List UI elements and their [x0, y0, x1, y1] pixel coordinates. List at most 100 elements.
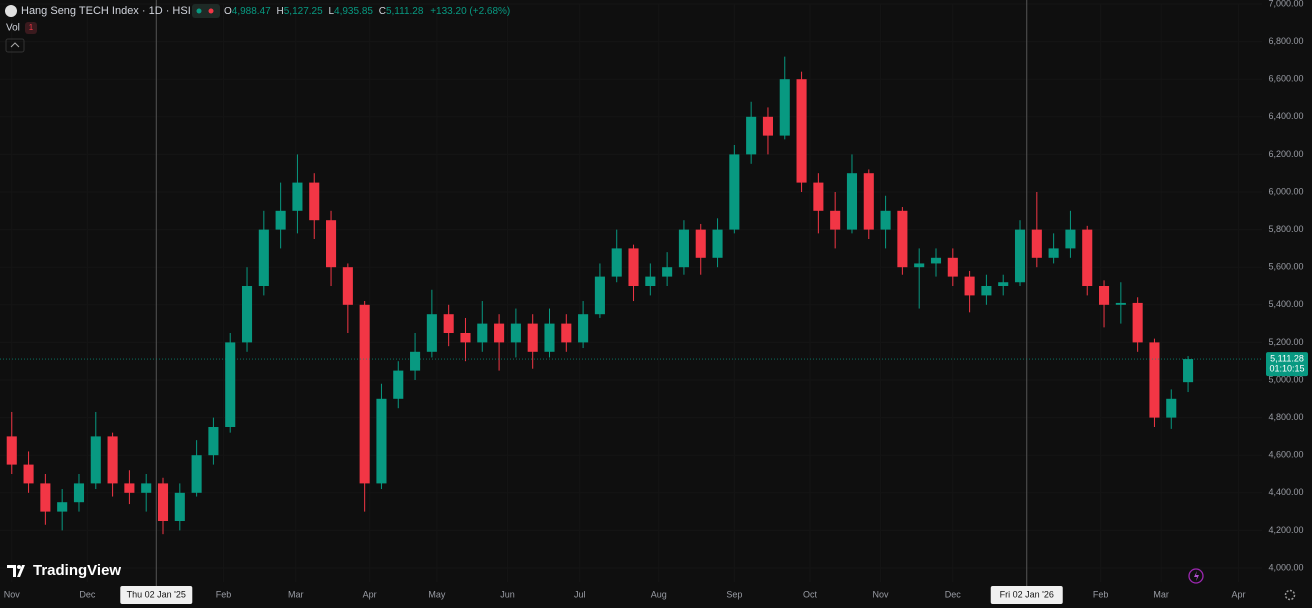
candle-body [241, 286, 253, 343]
candle-body [897, 210, 908, 268]
x-tick-label: Mar [1153, 589, 1169, 599]
high-value: 5,127.25 [284, 6, 323, 17]
y-tick-label: 4,200.00 [1268, 525, 1303, 535]
y-tick-label: 6,400.00 [1268, 111, 1303, 121]
candle-body [141, 483, 152, 493]
candle-body [1048, 248, 1059, 258]
high-label: H [277, 6, 284, 17]
volume-badge-bg [25, 22, 37, 34]
close-label: C [379, 6, 386, 17]
candle-body [208, 427, 219, 456]
candle-body [779, 79, 790, 136]
status-badge [192, 4, 220, 18]
y-tick-label: 5,600.00 [1268, 262, 1303, 272]
y-tick-label: 7,000.00 [1268, 0, 1303, 8]
candle-body [762, 116, 773, 136]
x-tick-label: Apr [363, 589, 377, 599]
price-label-bg [1266, 352, 1308, 377]
crosshair-label-bg [990, 586, 1063, 604]
x-tick-label: Sep [726, 589, 742, 599]
volume-label[interactable]: Vol [6, 23, 20, 34]
candle-body [258, 229, 269, 286]
candle-body [157, 483, 169, 521]
candle-body [6, 436, 17, 465]
lightning-button[interactable] [1188, 568, 1204, 584]
candle-body [40, 483, 51, 512]
candle-body [561, 323, 572, 343]
candle-body [846, 173, 858, 230]
low-label: L [328, 6, 334, 17]
candle-body [746, 116, 757, 155]
crosshair-label: Thu 02 Jan '25 [127, 589, 186, 599]
x-tick-label: May [428, 589, 446, 599]
candle-body [796, 79, 807, 183]
collapse-button[interactable] [5, 38, 25, 53]
candle-body [930, 257, 942, 264]
candle-body [1082, 229, 1093, 286]
candle-body [426, 314, 437, 352]
x-tick-label: Dec [945, 589, 962, 599]
y-tick-label: 4,800.00 [1268, 412, 1303, 422]
candle-body [225, 342, 236, 427]
y-tick-label: 6,600.00 [1268, 74, 1303, 84]
brand-logo [7, 565, 25, 577]
candle-body [460, 333, 471, 343]
candle-body [830, 210, 841, 230]
candle-body [981, 286, 992, 296]
x-tick-label: Aug [651, 589, 667, 599]
candle-body [174, 492, 185, 521]
candle-body [611, 248, 622, 277]
x-tick-label: Jun [500, 589, 515, 599]
ohlc: O4,988.47 H5,127.25 L4,935.85 C5,111.28 … [224, 6, 510, 17]
close-value: 5,111.28 [386, 6, 424, 17]
x-tick-label: Nov [4, 589, 21, 599]
y-tick-label: 5,800.00 [1268, 224, 1303, 234]
candle-body [1132, 302, 1143, 343]
symbol-title[interactable]: Hang Seng TECH Index · 1D · HSI [21, 5, 191, 17]
header: Hang Seng TECH Index · 1D · HSI O4,988.4… [5, 4, 510, 53]
candle-body [964, 276, 975, 296]
y-tick-label: 4,400.00 [1268, 487, 1303, 497]
candle-body [191, 455, 202, 493]
brand-logo-dot [17, 565, 21, 569]
candle-body [678, 229, 689, 268]
open-label: O [224, 6, 232, 17]
brand: TradingView [7, 562, 121, 579]
candle-body [880, 210, 891, 230]
candle-body [376, 398, 387, 484]
candle-body [73, 483, 85, 503]
x-tick-label: Dec [79, 589, 96, 599]
candle-body [342, 267, 353, 305]
candle-body [628, 248, 639, 286]
candle-body [1031, 229, 1042, 258]
candle-body [1014, 229, 1026, 283]
candle-body [326, 220, 337, 268]
x-tick-label: Mar [288, 589, 304, 599]
price-label: 5,111.28 [1270, 353, 1304, 363]
status-dot [196, 8, 202, 14]
candle-body [477, 323, 488, 343]
candle-body [275, 210, 286, 230]
y-tick-label: 6,200.00 [1268, 149, 1303, 159]
candle-body [645, 276, 656, 286]
candle-body [1149, 342, 1160, 418]
settings-button[interactable] [1284, 589, 1296, 601]
candle-body [712, 229, 723, 258]
candle-body [359, 304, 370, 484]
y-tick-label: 4,600.00 [1268, 450, 1303, 460]
lightning-icon [1194, 571, 1199, 581]
symbol-icon[interactable] [5, 5, 17, 17]
x-tick-label: Oct [803, 589, 818, 599]
y-tick-label: 6,800.00 [1268, 36, 1303, 46]
candle-body [729, 154, 740, 230]
candle-body [510, 323, 521, 343]
status-dot [208, 8, 214, 14]
crosshair-label: Fri 02 Jan '26 [1000, 589, 1054, 599]
x-tick-label: Apr [1231, 589, 1245, 599]
change-value: +133.20 (+2.68%) [430, 6, 510, 17]
candle-body [594, 276, 605, 315]
